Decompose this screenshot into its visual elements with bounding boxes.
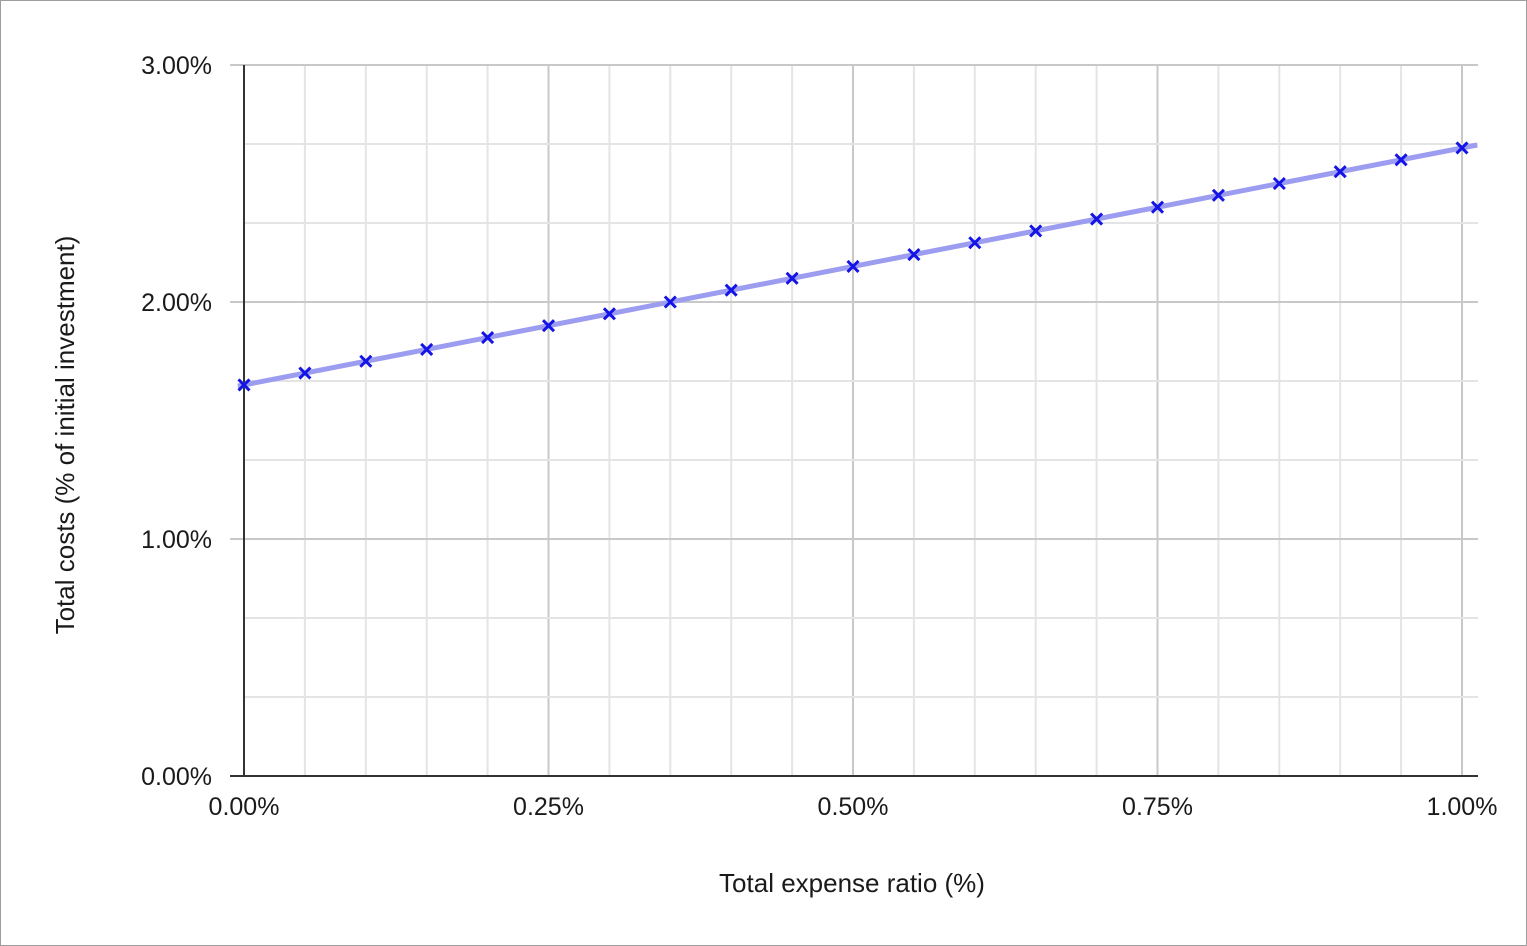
data-point: [846, 259, 860, 274]
data-point: [1455, 141, 1469, 155]
data-point: [663, 295, 677, 309]
grid-lines: [230, 64, 1478, 777]
data-point-stroke: [968, 236, 982, 250]
data-point: [785, 271, 799, 285]
data-point: [298, 366, 312, 380]
x-tick-label: 1.00%: [1427, 793, 1498, 821]
y-tick-label: 0.00%: [141, 763, 212, 791]
y-tick-label: 1.00%: [141, 526, 212, 554]
axes: [230, 65, 1478, 777]
data-point-stroke: [420, 342, 434, 356]
data-point: [237, 378, 251, 392]
data-point: [1150, 200, 1165, 214]
data-point: [481, 330, 495, 345]
data-point: [1211, 188, 1225, 202]
y-axis-title: Total costs (% of initial investment): [50, 236, 80, 635]
data-point-stroke: [298, 366, 312, 380]
data-point-stroke: [1029, 224, 1043, 238]
series-layer: [237, 141, 1478, 392]
y-tick-label: 3.00%: [141, 52, 212, 80]
data-point: [420, 342, 434, 356]
data-point-stroke: [907, 248, 921, 262]
data-point: [359, 354, 373, 368]
data-point: [602, 307, 616, 321]
x-tick-label: 0.75%: [1122, 793, 1193, 821]
data-point-stroke: [1150, 200, 1165, 214]
data-point-stroke: [481, 330, 495, 345]
series-line: [237, 142, 1478, 389]
data-point-stroke: [785, 271, 799, 285]
data-point: [541, 319, 556, 333]
data-point-stroke: [1272, 176, 1286, 191]
data-point-stroke: [602, 307, 616, 321]
tick-labels: 0.00% 0.25% 0.50% 0.75% 1.00% 0.00% 1.00% 2.00%…: [141, 52, 1497, 821]
y-tick-label: 2.00%: [141, 289, 212, 317]
data-point: [1090, 212, 1104, 226]
data-point-stroke: [1394, 153, 1408, 167]
data-point: [968, 236, 982, 250]
data-point-stroke: [846, 259, 860, 274]
data-point: [1333, 165, 1347, 179]
data-point-stroke: [541, 319, 556, 333]
data-point: [1272, 176, 1286, 191]
data-point: [724, 283, 738, 297]
data-point-stroke: [1455, 141, 1469, 155]
x-axis-title: Total expense ratio (%): [719, 868, 985, 898]
x-tick-label: 0.50%: [818, 793, 889, 821]
data-point: [1394, 153, 1408, 167]
x-tick-label: 0.25%: [513, 793, 584, 821]
data-point-stroke: [1090, 212, 1104, 226]
data-point-stroke: [663, 295, 677, 309]
data-point-stroke: [237, 378, 251, 392]
data-point-stroke: [1333, 165, 1347, 179]
data-point-stroke: [1211, 188, 1225, 202]
data-point: [907, 248, 921, 262]
data-point-stroke: [359, 354, 373, 368]
data-point-stroke: [724, 283, 738, 297]
data-point: [1029, 224, 1043, 238]
x-tick-label: 0.00%: [209, 793, 280, 821]
